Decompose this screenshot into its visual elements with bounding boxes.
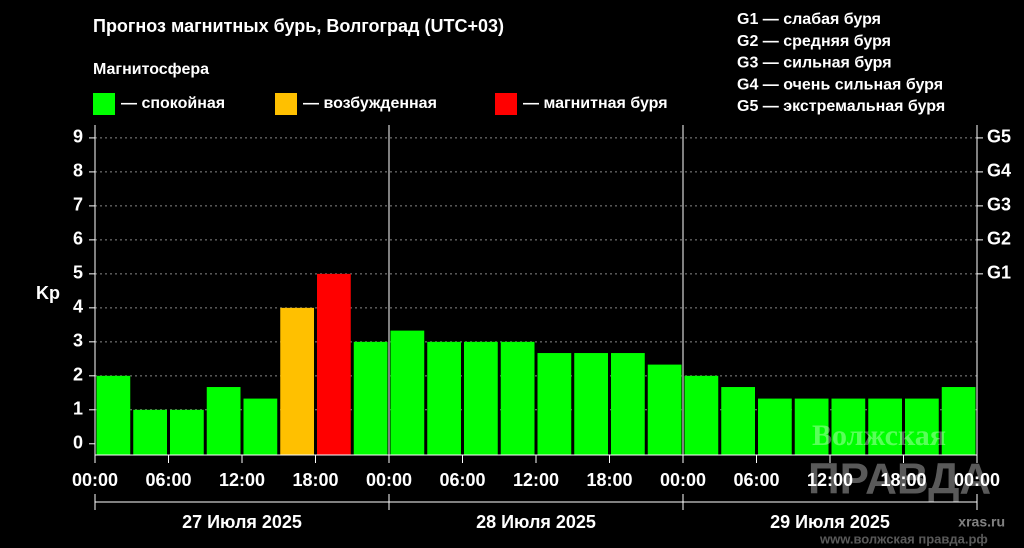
x-tick-label: 12:00 (219, 470, 265, 490)
bar (574, 353, 608, 455)
day-label: 28 Июля 2025 (476, 512, 596, 532)
bar (427, 341, 461, 455)
watermark: www.волжская правда.рф (819, 531, 988, 546)
g-legend-label: G2 — средняя буря (737, 33, 891, 50)
bar (611, 353, 645, 455)
x-tick-label: 18:00 (292, 470, 338, 490)
legend-swatch (495, 93, 517, 115)
y-tick-label: 1 (73, 399, 83, 419)
g-legend-label: G3 — сильная буря (737, 55, 892, 72)
bar (537, 353, 572, 455)
g-legend-label: G4 — очень сильная буря (737, 76, 943, 93)
bar (317, 273, 351, 455)
bar (831, 398, 866, 455)
chart-title: Прогноз магнитных бурь, Волгоград (UTC+0… (93, 16, 504, 36)
y-tick-label: 0 (73, 433, 83, 453)
x-tick-label: 18:00 (880, 470, 926, 490)
legend-swatch (93, 93, 115, 115)
bar (647, 364, 682, 455)
x-tick-label: 00:00 (660, 470, 706, 490)
bar (500, 341, 535, 455)
y-tick-label: 2 (73, 365, 83, 385)
y-tick-label: 5 (73, 263, 83, 283)
bar (941, 387, 976, 455)
bar (868, 398, 902, 455)
y-tick-label: 6 (73, 229, 83, 249)
y2-tick-label: G4 (987, 161, 1011, 181)
y2-tick-label: G5 (987, 127, 1011, 147)
x-tick-label: 18:00 (586, 470, 632, 490)
legend-label: — магнитная буря (523, 95, 668, 112)
bar (96, 375, 131, 455)
x-tick-label: 06:00 (439, 470, 485, 490)
legend-label: — возбужденная (303, 95, 437, 112)
bar (684, 375, 719, 455)
day-label: 29 Июля 2025 (770, 512, 890, 532)
x-tick-label: 12:00 (807, 470, 853, 490)
y-tick-label: 3 (73, 331, 83, 351)
bar (280, 307, 314, 455)
x-tick-label: 06:00 (145, 470, 191, 490)
x-tick-label: 00:00 (72, 470, 118, 490)
bar (905, 398, 939, 455)
bar (133, 409, 167, 455)
day-label: 27 Июля 2025 (182, 512, 302, 532)
bar (206, 387, 241, 455)
y2-tick-label: G3 (987, 195, 1011, 215)
legend-title: Магнитосфера (93, 61, 209, 78)
x-tick-label: 00:00 (954, 470, 1000, 490)
y2-tick-label: G2 (987, 229, 1011, 249)
y-tick-label: 8 (73, 161, 83, 181)
bar (353, 341, 388, 455)
bar (721, 387, 755, 455)
bar (464, 341, 498, 455)
x-tick-label: 06:00 (733, 470, 779, 490)
y-tick-label: 7 (73, 195, 83, 215)
bar (794, 398, 829, 455)
watermark: ПРАВДА (808, 455, 991, 504)
bar (390, 330, 425, 455)
y-tick-label: 9 (73, 127, 83, 147)
bar (758, 398, 792, 455)
legend-swatch (275, 93, 297, 115)
x-tick-label: 12:00 (513, 470, 559, 490)
y-tick-label: 4 (73, 297, 83, 317)
watermark: Волжская (812, 419, 946, 452)
legend-label: — спокойная (121, 95, 225, 112)
bar (243, 398, 278, 455)
y2-tick-label: G1 (987, 263, 1011, 283)
source: xras.ru (958, 514, 1005, 530)
bar (170, 409, 204, 455)
x-tick-label: 00:00 (366, 470, 412, 490)
y-axis-label: Kp (36, 283, 60, 303)
g-legend-label: G5 — экстремальная буря (737, 98, 945, 115)
g-legend-label: G1 — слабая буря (737, 11, 881, 28)
